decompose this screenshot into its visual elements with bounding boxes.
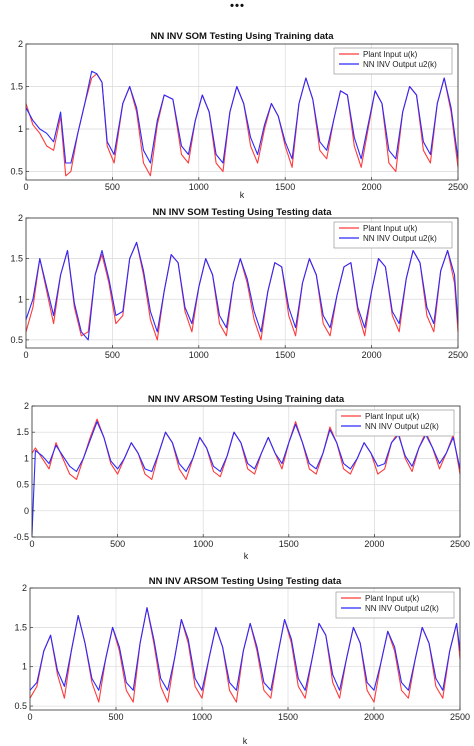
x-tick-label: 1000 xyxy=(189,182,209,192)
x-tick-label: 2500 xyxy=(450,539,470,549)
x-tick-label: 0 xyxy=(23,350,28,360)
x-axis-label: k xyxy=(243,736,248,746)
series-line-nn-output xyxy=(25,70,459,164)
y-tick-label: 0.5 xyxy=(10,167,23,177)
y-tick-label: 1.5 xyxy=(14,622,27,632)
legend-entry: NN INV Output u2(k) xyxy=(365,422,439,431)
chart-som-training: NN INV SOM Testing Using Training data 0 5… xyxy=(10,31,468,200)
y-tick-label: 2 xyxy=(24,401,29,411)
x-tick-label: 0 xyxy=(27,712,32,722)
page-header-cropped-text: ... xyxy=(229,0,245,12)
legend-box xyxy=(333,47,453,75)
axes-frame xyxy=(31,405,461,538)
x-tick-label: 2000 xyxy=(364,712,384,722)
series-line-nn-output xyxy=(25,241,459,341)
x-tick-label: 500 xyxy=(105,350,120,360)
x-tick-label: 500 xyxy=(110,539,125,549)
y-tick-label: 0.5 xyxy=(16,480,29,490)
y-tick-label: 1.5 xyxy=(10,254,23,264)
y-tick-label: 0.5 xyxy=(14,701,27,711)
x-axis-label: k xyxy=(240,190,245,200)
legend-entry: Plant Input u(k) xyxy=(365,412,420,421)
x-tick-label: 2000 xyxy=(364,539,384,549)
chart-title: NN INV SOM Testing Using Training data xyxy=(151,31,335,42)
legend-entry: Plant Input u(k) xyxy=(365,594,420,603)
legend-box xyxy=(335,591,455,619)
legend-entry: NN INV Output u2(k) xyxy=(363,234,437,243)
chart-arsom-training: NN INV ARSOM Testing Using Training data… xyxy=(13,394,470,561)
x-tick-label: 1500 xyxy=(278,712,298,722)
x-tick-label: 2500 xyxy=(448,182,468,192)
x-tick-label: 1000 xyxy=(192,712,212,722)
legend-box xyxy=(335,409,455,437)
legend-entry: NN INV Output u2(k) xyxy=(365,604,439,613)
legend: Plant Input u(k)NN INV Output u2(k) xyxy=(335,591,455,619)
legend: Plant Input u(k)NN INV Output u2(k) xyxy=(333,221,453,249)
x-axis-label: k xyxy=(244,551,249,561)
legend-entry: Plant Input u(k) xyxy=(363,224,418,233)
legend-box xyxy=(333,221,453,249)
chart-title: NN INV ARSOM Testing Using Training data xyxy=(148,394,345,405)
axes-frame xyxy=(25,43,459,181)
x-tick-label: 2000 xyxy=(362,350,382,360)
x-tick-label: 2000 xyxy=(362,182,382,192)
chart-som-testing: NN INV SOM Testing Using Testing data 0 50… xyxy=(10,207,468,360)
chart-title: NN INV ARSOM Testing Using Testing data xyxy=(149,576,342,587)
x-tick-label: 0 xyxy=(29,539,34,549)
y-tick-label: 1 xyxy=(18,124,23,134)
y-tick-label: 1 xyxy=(18,294,23,304)
chart-title: NN INV SOM Testing Using Testing data xyxy=(152,207,332,218)
y-tick-label: 2 xyxy=(22,583,27,593)
legend-entry: NN INV Output u2(k) xyxy=(363,60,437,69)
y-tick-label: 0.5 xyxy=(10,335,23,345)
y-tick-label: 2 xyxy=(18,213,23,223)
x-tick-label: 1500 xyxy=(275,350,295,360)
x-tick-label: 1500 xyxy=(279,539,299,549)
x-tick-label: 2500 xyxy=(450,712,470,722)
x-tick-label: 1000 xyxy=(193,539,213,549)
legend-entry: Plant Input u(k) xyxy=(363,50,418,59)
axes-frame xyxy=(29,587,461,711)
x-tick-label: 500 xyxy=(105,182,120,192)
y-tick-label: 1.5 xyxy=(16,427,29,437)
x-tick-label: 2500 xyxy=(448,350,468,360)
series-line-nn-output xyxy=(29,607,461,691)
x-tick-label: 500 xyxy=(108,712,123,722)
axes-frame xyxy=(25,217,459,349)
series-line-nn-output xyxy=(31,421,461,535)
y-tick-label: 1 xyxy=(22,662,27,672)
y-tick-label: 0 xyxy=(24,506,29,516)
x-tick-label: 1500 xyxy=(275,182,295,192)
legend: Plant Input u(k)NN INV Output u2(k) xyxy=(335,409,455,437)
x-tick-label: 0 xyxy=(23,182,28,192)
y-tick-label: 1.5 xyxy=(10,82,23,92)
legend: Plant Input u(k)NN INV Output u2(k) xyxy=(333,47,453,75)
x-tick-label: 1000 xyxy=(189,350,209,360)
y-tick-label: -0.5 xyxy=(13,532,29,542)
chart-arsom-testing: NN INV ARSOM Testing Using Testing data 0… xyxy=(14,576,470,746)
y-tick-label: 1 xyxy=(24,453,29,463)
y-tick-label: 2 xyxy=(18,39,23,49)
